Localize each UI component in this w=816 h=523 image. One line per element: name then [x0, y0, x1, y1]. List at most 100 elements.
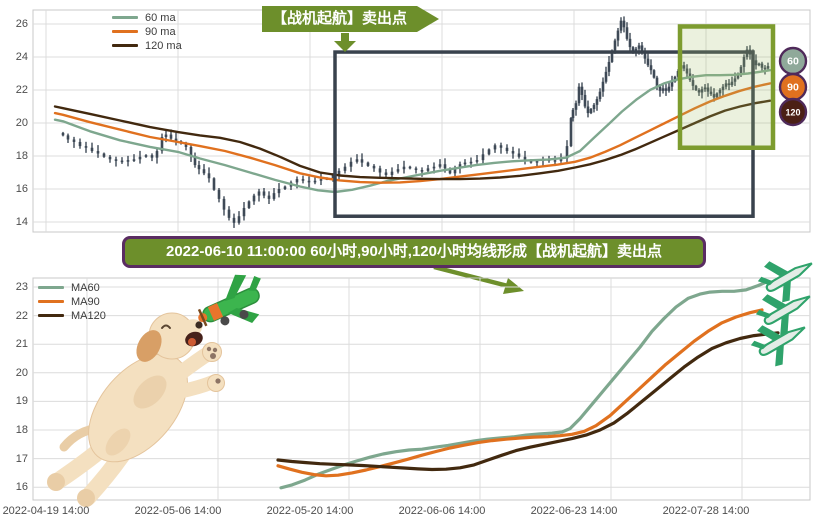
- candle-body: [619, 20, 623, 31]
- legend-swatch-ma90: [112, 30, 138, 33]
- candle-body: [262, 191, 266, 196]
- candle-body: [217, 189, 221, 199]
- ribbon-arrow-tip: [417, 6, 440, 32]
- candle-body: [108, 156, 112, 160]
- candle-body: [739, 66, 743, 74]
- candle-body: [438, 164, 442, 167]
- candle-body: [736, 73, 740, 79]
- candle-body: [697, 90, 701, 93]
- dog-paw: [207, 374, 225, 392]
- candle-body: [432, 166, 436, 169]
- candle-body: [390, 171, 394, 175]
- candle-body: [667, 86, 671, 91]
- candle-body: [331, 174, 335, 179]
- candle-body: [766, 66, 770, 69]
- candle-body: [307, 180, 311, 183]
- candle-body: [202, 169, 206, 174]
- candle-body: [730, 81, 734, 86]
- toy-plane-wing: [224, 274, 247, 302]
- candle-body: [757, 63, 761, 66]
- candle-body: [640, 45, 644, 53]
- candle-body: [189, 146, 193, 156]
- candle-body: [511, 151, 515, 154]
- candle-body: [727, 83, 731, 86]
- candle-body: [643, 52, 647, 59]
- candle-body: [569, 118, 573, 147]
- candle-body: [443, 164, 447, 169]
- candle-body: [237, 216, 241, 223]
- candle-body: [372, 165, 376, 169]
- candle-body: [595, 99, 599, 105]
- series-ma90-line: [53, 82, 772, 184]
- series-ma90-line: [276, 308, 764, 478]
- candle-body: [366, 162, 370, 166]
- legend-item: 120 ma: [112, 40, 182, 52]
- bottom-chart-ytick: 21: [15, 338, 28, 351]
- signal-callout-text: 2022-06-10 11:00:00 60小时,90小时,120小时均线形成【…: [165, 243, 662, 260]
- dog-illustration: [47, 312, 225, 507]
- candle-body: [715, 93, 719, 98]
- candle-body: [670, 81, 674, 87]
- bottom-chart-legend: MA60 MA90 MA120: [38, 282, 106, 322]
- candle-body: [242, 207, 246, 217]
- candle-body: [448, 168, 452, 174]
- airplane-tailfin: [755, 309, 772, 319]
- top-chart-ytick: 18: [15, 150, 28, 162]
- bottom-chart-ytick: 17: [15, 452, 28, 465]
- candle-body: [499, 145, 503, 148]
- candle-body: [646, 58, 650, 66]
- candle-body: [574, 103, 578, 110]
- legend-item: 90 ma: [112, 25, 182, 38]
- candle-body: [625, 27, 629, 39]
- legend-item: MA90: [38, 296, 106, 308]
- legend-swatch-ma60: [38, 286, 64, 289]
- candle-body: [222, 198, 226, 210]
- top-chart-legend: 60 ma 90 ma 120 ma: [112, 12, 182, 52]
- legend-swatch-ma90: [38, 300, 64, 303]
- candle-body: [637, 45, 641, 49]
- candle-body: [631, 47, 635, 53]
- candle-body: [523, 156, 527, 161]
- candle-body: [469, 161, 473, 164]
- airplane-tailfin: [757, 276, 774, 286]
- candle-body: [343, 166, 347, 171]
- candle-body: [96, 151, 100, 154]
- candle-body: [463, 162, 467, 165]
- legend-swatch-ma120: [112, 44, 138, 47]
- candle-body: [691, 80, 695, 86]
- top-chart-ytick: 22: [15, 84, 28, 96]
- candle-body: [613, 40, 617, 51]
- candle-body: [138, 156, 142, 160]
- legend-swatch-ma120: [38, 314, 64, 317]
- toy-plane-tailfin: [248, 276, 261, 291]
- candle-body: [102, 153, 106, 157]
- candle-body: [301, 179, 305, 181]
- candle-body: [742, 57, 746, 67]
- candle-body: [160, 137, 164, 152]
- candle-body: [655, 77, 659, 87]
- candle-body: [61, 132, 65, 136]
- candle-body: [164, 134, 168, 138]
- legend-label: 90 ma: [145, 25, 176, 38]
- candle-body: [360, 159, 364, 163]
- bottom-chart-ytick: 23: [15, 281, 28, 293]
- dog-paw-pad: [206, 346, 212, 352]
- dog-nose: [195, 321, 203, 329]
- candle-body: [607, 61, 611, 72]
- candle-body: [155, 151, 159, 158]
- candle-body: [197, 165, 201, 170]
- candle-body: [169, 134, 173, 139]
- candle-body: [458, 164, 462, 168]
- candle-body: [277, 189, 281, 194]
- airplane-icon: [750, 325, 806, 367]
- candle-body: [132, 159, 136, 161]
- candle-body: [658, 86, 662, 91]
- top-chart-ytick: 16: [15, 183, 28, 195]
- candle-body: [126, 160, 130, 162]
- candle-body: [283, 186, 287, 189]
- dog-paw: [77, 489, 95, 507]
- series-ma120-line: [276, 331, 780, 472]
- candle-body: [577, 86, 581, 104]
- bottom-chart-ytick: 18: [15, 424, 28, 436]
